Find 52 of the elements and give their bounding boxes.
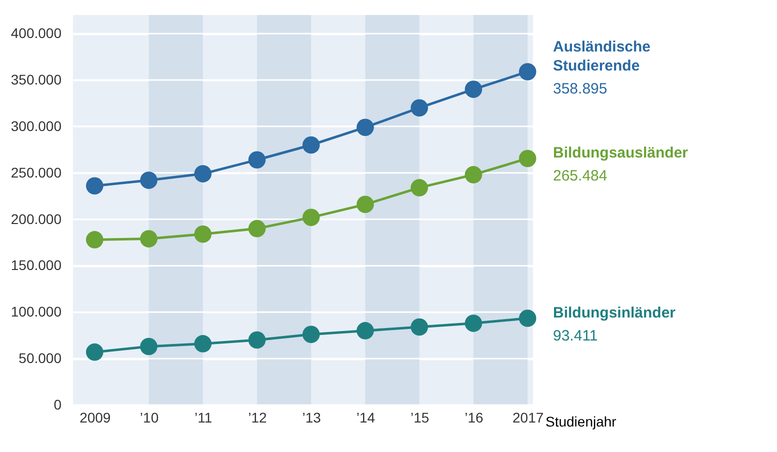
point	[302, 208, 320, 226]
point	[248, 331, 266, 349]
x-tick-label: ’10	[140, 410, 159, 426]
x-axis-title: Studienjahr	[546, 414, 617, 430]
x-tick-label: ’14	[356, 410, 376, 426]
point	[356, 196, 374, 214]
point	[410, 99, 428, 116]
x-tick-label: 2009	[80, 410, 111, 426]
point	[302, 136, 320, 154]
y-tick-label: 200.000	[10, 210, 62, 227]
point	[410, 318, 428, 336]
point	[518, 310, 536, 327]
point	[518, 150, 536, 168]
x-tick-label: ’11	[194, 410, 212, 426]
x-tick-label: ’13	[302, 410, 322, 426]
point	[356, 118, 374, 136]
point	[140, 230, 158, 248]
point	[248, 151, 266, 168]
series-label: Ausländische Studierende	[553, 38, 651, 75]
point	[86, 343, 104, 361]
point	[194, 226, 212, 243]
x-tick-label: 2017	[512, 410, 544, 426]
point	[410, 179, 428, 196]
y-tick-label: 100.000	[10, 304, 62, 320]
y-tick-label: 350.000	[10, 72, 62, 88]
point	[464, 80, 482, 98]
y-tick-label: 400.000	[10, 25, 62, 42]
x-tick-label: ’15	[410, 410, 430, 426]
series-label: Bildungsinländer	[553, 304, 676, 322]
point	[248, 220, 266, 238]
x-tick-label: ’16	[464, 410, 484, 426]
point	[518, 63, 536, 80]
point	[86, 231, 104, 248]
point	[140, 172, 158, 189]
point	[86, 177, 104, 194]
y-tick-label: 150.000	[10, 257, 62, 274]
point	[302, 326, 320, 344]
point	[356, 322, 374, 340]
y-tick-label: 50.000	[18, 350, 62, 366]
point	[464, 166, 482, 184]
y-tick-label: 250.000	[10, 164, 62, 180]
data-label: 93.411	[553, 327, 598, 344]
data-label: 358.895	[553, 80, 608, 98]
x-tick-label: ’12	[248, 410, 268, 426]
series-label: Bildungsausländer	[553, 144, 688, 162]
point	[140, 338, 158, 356]
data-label: 265.484	[553, 167, 608, 184]
point	[464, 314, 482, 332]
y-tick-label: 0	[54, 396, 62, 412]
y-tick-label: 300.000	[10, 118, 62, 134]
point	[194, 335, 212, 352]
point	[194, 165, 212, 182]
